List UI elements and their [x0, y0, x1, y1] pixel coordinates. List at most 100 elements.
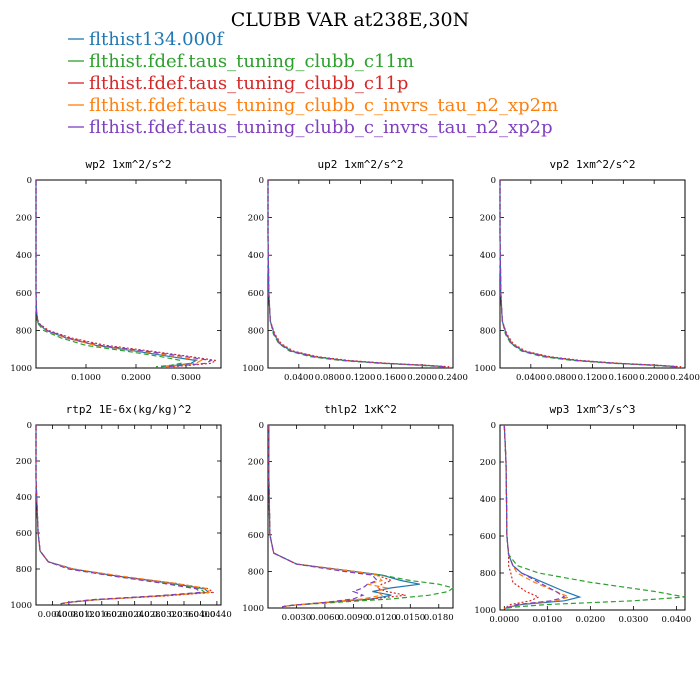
series-line	[35, 425, 202, 605]
y-tick-label: 800	[480, 569, 496, 579]
panel: wp2 1xm^2/s^2 0 200 400 600 800 1000 0.1000 0.20…	[10, 158, 222, 383]
plot-frame	[35, 179, 222, 369]
series-line	[499, 180, 678, 368]
series-line	[268, 425, 420, 608]
y-tick-label: 600	[248, 531, 264, 541]
panels: wp2 1xm^2/s^2 0 200 400 600 800 1000 0.1000 0.20…	[10, 158, 700, 625]
y-tick-label: 600	[248, 289, 264, 299]
x-tick-label: 0.1600	[376, 373, 406, 383]
panel-title: wp2 1xm^2/s^2	[85, 158, 171, 171]
figure-title: CLUBB VAR at238E,30N	[231, 9, 470, 31]
x-tick-label: 0.0150	[395, 613, 425, 623]
series-line	[267, 180, 446, 368]
x-tick-label: 0.0400	[662, 615, 692, 625]
legend: flthist134.000f flthist.fdef.taus_tuning_…	[68, 29, 558, 138]
y-tick-label: 0	[491, 421, 496, 431]
panel-title: wp3 1xm^3/s^3	[549, 403, 635, 416]
legend-label: flthist.fdef.taus_tuning_clubb_c11p	[89, 73, 408, 94]
series-line	[267, 180, 450, 368]
x-tick-label: 0.0320	[153, 610, 183, 620]
x-tick-label: 0.0440	[202, 610, 232, 620]
y-tick-label: 400	[16, 251, 32, 261]
series-line	[503, 424, 566, 610]
x-tick-label: 0.2000	[639, 373, 669, 383]
y-tick-label: 1000	[474, 364, 496, 374]
x-tick-label: 0.2000	[121, 373, 151, 383]
series-line	[499, 180, 678, 368]
x-tick-label: 0.0200	[103, 610, 133, 620]
x-tick-label: 0.0400	[186, 610, 216, 620]
plot-frame	[267, 424, 454, 609]
x-tick-label: 0.0360	[169, 610, 199, 620]
x-tick-label: 0.0400	[516, 373, 546, 383]
legend-label: flthist.fdef.taus_tuning_clubb_c_invrs_t…	[89, 117, 553, 138]
y-tick-label: 800	[16, 326, 32, 336]
y-tick-label: 1000	[10, 364, 32, 374]
y-tick-label: 0	[491, 176, 496, 186]
panel: rtp2 1E-6x(kg/kg)^2 0 200 400 600 800 1000 0.00…	[10, 403, 231, 620]
x-tick-label: 0.0090	[339, 613, 369, 623]
y-tick-label: 600	[16, 529, 32, 539]
x-tick-label: 0.0800	[547, 373, 577, 383]
y-tick-label: 400	[248, 494, 264, 504]
x-tick-label: 0.0000	[489, 615, 519, 625]
legend-label: flthist134.000f	[89, 29, 224, 50]
x-tick-label: 0.0280	[136, 610, 166, 620]
y-tick-label: 200	[480, 458, 496, 468]
panel: vp2 1xm^2/s^2 0 200 400 600 800 1000 0.0400 0.08…	[474, 158, 700, 383]
y-tick-label: 200	[16, 457, 32, 467]
series-line	[35, 425, 210, 605]
x-tick-label: 0.3000	[171, 373, 201, 383]
y-tick-label: 200	[248, 458, 264, 468]
series-line	[503, 424, 686, 610]
plot-frame	[499, 424, 686, 611]
y-tick-label: 200	[16, 214, 32, 224]
y-tick-label: 400	[16, 493, 32, 503]
y-tick-label: 600	[16, 289, 32, 299]
y-tick-label: 800	[480, 326, 496, 336]
x-tick-label: 0.0120	[367, 613, 397, 623]
series-line	[503, 424, 541, 610]
y-tick-label: 1000	[10, 601, 32, 611]
x-tick-label: 0.1000	[71, 373, 101, 383]
x-tick-label: 0.2400	[438, 373, 468, 383]
y-tick-label: 0	[259, 421, 264, 431]
x-tick-label: 0.0200	[575, 615, 605, 625]
x-tick-label: 0.0100	[532, 615, 562, 625]
series-line	[268, 425, 406, 608]
panel-title: vp2 1xm^2/s^2	[549, 158, 635, 171]
panel-title: rtp2 1E-6x(kg/kg)^2	[66, 403, 192, 416]
x-tick-label: 0.0300	[618, 615, 648, 625]
y-tick-label: 800	[248, 326, 264, 336]
x-tick-label: 0.0040	[38, 610, 68, 620]
y-tick-label: 1000	[242, 604, 264, 614]
series-line	[499, 180, 682, 368]
panel-title: thlp2 1xK^2	[324, 403, 397, 416]
plot-frame	[499, 179, 686, 369]
series-line	[35, 425, 211, 605]
x-tick-label: 0.1200	[578, 373, 608, 383]
y-tick-label: 800	[16, 565, 32, 575]
series-line	[35, 180, 182, 368]
y-tick-label: 0	[259, 176, 264, 186]
series-line	[35, 180, 203, 368]
series-line	[268, 425, 455, 608]
y-tick-label: 600	[480, 289, 496, 299]
x-tick-label: 0.1200	[346, 373, 376, 383]
x-tick-label: 0.2000	[407, 373, 437, 383]
y-tick-label: 0	[27, 176, 32, 186]
series-line	[268, 425, 379, 608]
x-tick-label: 0.0030	[282, 613, 312, 623]
panel: thlp2 1xK^2 0 200 400 600 800 1000 0.00300.0060…	[242, 403, 455, 623]
y-tick-label: 1000	[474, 606, 496, 616]
series-line	[267, 180, 446, 368]
series-line	[268, 425, 389, 608]
plot-frame	[35, 424, 222, 606]
panel-title: up2 1xm^2/s^2	[317, 158, 403, 171]
x-tick-label: 0.0120	[70, 610, 100, 620]
series-line	[499, 180, 674, 368]
legend-label: flthist.fdef.taus_tuning_clubb_c_invrs_t…	[89, 95, 558, 116]
series-line	[267, 180, 446, 368]
